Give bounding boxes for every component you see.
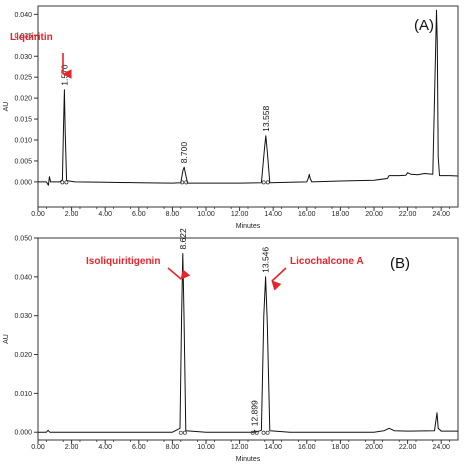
integration-marker: [184, 180, 189, 185]
integration-marker: [64, 180, 69, 185]
x-axis-label: Minutes: [236, 223, 261, 230]
x-tick-label: 14.00: [264, 211, 282, 218]
x-tick-label: 10.00: [197, 444, 215, 451]
compound-annotation: Licochalcone A: [290, 256, 364, 267]
x-tick-label: 2.00: [65, 211, 79, 218]
y-tick-label: 0.050: [14, 236, 32, 243]
x-tick-label: 6.00: [132, 211, 146, 218]
peak-retention-label: 8.700: [179, 142, 189, 164]
x-tick-label: 0.00: [31, 444, 45, 451]
y-tick-label: 0.000: [14, 179, 32, 186]
peak-retention-label: 13.558: [261, 106, 271, 132]
y-tick-label: 0.000: [14, 430, 32, 437]
y-tick-label: 0.025: [14, 75, 32, 82]
x-tick-label: 2.00: [65, 444, 79, 451]
x-tick-label: 22.00: [399, 211, 417, 218]
x-tick-label: 12.00: [231, 444, 249, 451]
y-axis-label: AU: [3, 102, 10, 112]
x-tick-label: 22.00: [399, 444, 417, 451]
x-tick-label: 24.00: [432, 211, 450, 218]
x-tick-label: 24.00: [432, 444, 450, 451]
y-tick-label: 0.030: [14, 313, 32, 320]
annotation-arrow: [271, 267, 287, 291]
compound-annotation: Isoliquiritigenin: [86, 256, 160, 267]
integration-marker: [178, 430, 183, 435]
x-tick-label: 16.00: [298, 444, 316, 451]
integration-marker: [265, 180, 270, 185]
x-tick-label: 14.00: [264, 444, 282, 451]
panel-label: (B): [390, 255, 410, 272]
x-tick-label: 18.00: [332, 444, 350, 451]
x-tick-label: 12.00: [231, 211, 249, 218]
integration-marker: [261, 180, 266, 185]
y-tick-label: 0.040: [14, 12, 32, 19]
plot-frame: [37, 5, 459, 208]
x-tick-label: 18.00: [332, 211, 350, 218]
y-axis-label: AU: [3, 334, 10, 344]
y-tick-label: 0.015: [14, 117, 32, 124]
y-tick-label: 0.010: [14, 391, 32, 398]
integration-marker: [261, 430, 266, 435]
panel-b: 0.00 2.00 4.00 6.00 8.00 10.00 12.00 14.00 16.00…: [3, 228, 459, 463]
integration-marker: [254, 430, 259, 435]
y-tick-label: 0.035: [14, 33, 32, 40]
x-tick-label: 20.00: [365, 444, 383, 451]
compound-annotation: Liquiritin: [10, 32, 53, 43]
annotation-arrow: [167, 267, 191, 280]
x-tick-label: 4.00: [98, 444, 112, 451]
x-tick-label: 6.00: [132, 444, 146, 451]
x-tick-label: 8.00: [166, 211, 180, 218]
peak-retention-label: 13.546: [261, 247, 271, 273]
x-tick-label: 4.00: [98, 211, 112, 218]
x-tick-label: 16.00: [298, 211, 316, 218]
y-tick-label: 0.030: [14, 54, 32, 61]
y-tick-label: 0.040: [14, 274, 32, 281]
peak-retention-label: 12.899: [250, 400, 260, 426]
integration-marker: [60, 180, 65, 185]
y-tick-label: 0.020: [14, 352, 32, 359]
chromatogram-trace: [38, 253, 458, 433]
peak-retention-label: 1.570: [59, 64, 69, 86]
chromatogram-trace: [38, 9, 459, 186]
x-axis-label: Minutes: [236, 456, 261, 463]
x-tick-label: 10.00: [197, 211, 215, 218]
y-tick-label: 0.020: [14, 96, 32, 103]
y-tick-label: 0.010: [14, 138, 32, 145]
peak-retention-label: 8.622: [178, 228, 188, 250]
integration-marker: [182, 430, 187, 435]
integration-marker: [180, 180, 185, 185]
panel-a: 0.00 2.00 4.00 6.00 8.00 10.00 12.00 14.00 16.00…: [3, 5, 459, 230]
x-tick-label: 0.00: [31, 211, 45, 218]
panel-label: (A): [414, 17, 434, 34]
x-tick-label: 8.00: [166, 444, 180, 451]
integration-marker: [250, 430, 255, 435]
y-tick-label: 0.005: [14, 158, 32, 165]
x-tick-label: 20.00: [365, 211, 383, 218]
integration-marker: [265, 430, 270, 435]
